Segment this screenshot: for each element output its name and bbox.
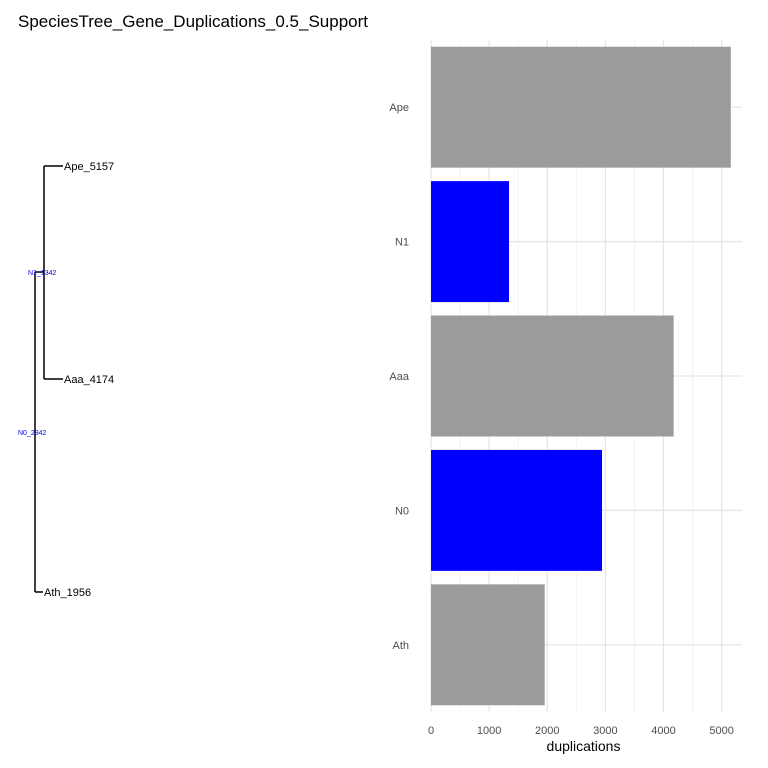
- x-tick-label: 4000: [651, 725, 675, 737]
- bar-ath: [431, 584, 545, 706]
- x-tick-label: 0: [428, 725, 434, 737]
- y-tick-label-ath: Ath: [392, 640, 409, 652]
- node-label-n0: N0_2942: [18, 430, 47, 437]
- x-tick-label: 2000: [535, 725, 559, 737]
- y-tick-label-n0: N0: [395, 505, 409, 517]
- bar-n1: [431, 181, 510, 303]
- node-label-n1: N1_1342: [28, 270, 57, 277]
- y-tick-label-ape: Ape: [389, 102, 409, 114]
- tip-label: Ape_5157: [64, 161, 114, 173]
- y-tick-label-n1: N1: [395, 237, 409, 249]
- x-axis-label: duplications: [547, 738, 621, 754]
- species-tree: Ape_5157 Aaa_4174 Ath_1956 N1_1342 N0_2942: [18, 161, 114, 599]
- bar-aaa: [431, 315, 674, 437]
- tip-label: Aaa_4174: [64, 374, 114, 386]
- y-tick-label-aaa: Aaa: [389, 371, 409, 383]
- x-tick-label: 3000: [593, 725, 617, 737]
- x-tick-label: 1000: [477, 725, 501, 737]
- bar-ape: [431, 46, 731, 168]
- x-tick-label: 5000: [709, 725, 733, 737]
- bar-n0: [431, 449, 603, 571]
- chart-title: SpeciesTree_Gene_Duplications_0.5_Suppor…: [18, 12, 368, 31]
- tip-label: Ath_1956: [44, 587, 91, 599]
